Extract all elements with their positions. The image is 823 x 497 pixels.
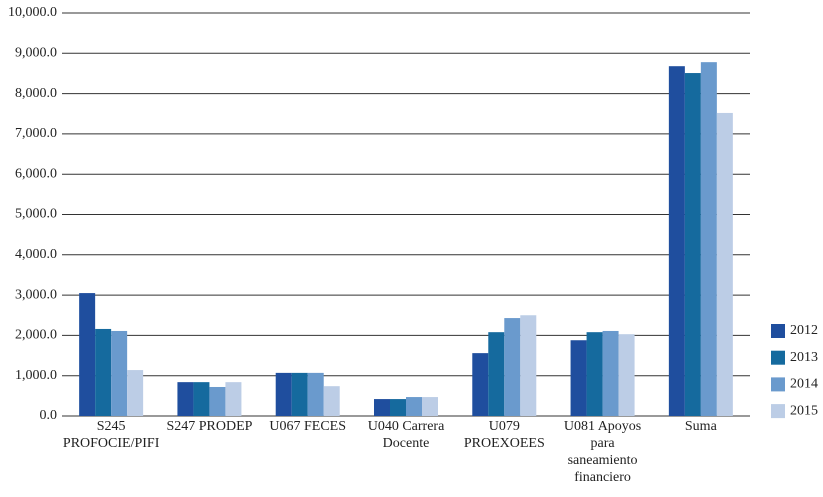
y-tick-label: 2,000.0 (15, 328, 57, 343)
bar (422, 397, 438, 416)
bar (586, 332, 603, 416)
y-tick-label: 10,000.0 (8, 5, 57, 20)
bar (570, 340, 587, 416)
y-tick-label: 5,000.0 (15, 207, 57, 222)
bar (668, 66, 685, 417)
bar (209, 386, 226, 416)
bar (700, 62, 717, 416)
legend-swatch (771, 324, 785, 338)
bar (275, 372, 292, 416)
legend-label: 2014 (790, 377, 818, 392)
bar (127, 370, 144, 416)
bar (111, 330, 128, 416)
y-tick-label: 4,000.0 (15, 247, 57, 262)
x-tick-label: U040 Carrera Docente (367, 419, 445, 451)
bar (193, 382, 210, 416)
bar (716, 112, 733, 416)
bar (374, 399, 390, 416)
legend-swatch (771, 350, 785, 365)
bar (504, 318, 521, 416)
bar (406, 397, 422, 416)
x-tick-label: Suma (684, 419, 717, 434)
bar (95, 328, 112, 416)
bar (472, 353, 489, 416)
bar (618, 334, 635, 416)
bar (390, 399, 406, 416)
x-tick-label: S245 PROFOCIE/PIFI (62, 419, 160, 451)
bar (225, 382, 242, 416)
y-tick-label: 3,000.0 (15, 287, 57, 302)
y-tick-label: 1,000.0 (15, 368, 57, 383)
legend-label: 2012 (790, 323, 818, 338)
bar (307, 372, 324, 416)
x-tick-label: U067 FECES (269, 419, 347, 434)
x-tick-label: S247 PRODEP (166, 419, 253, 434)
legend-swatch (771, 404, 785, 419)
x-tick-label: U081 Apoyos para saneamiento financiero (563, 419, 642, 485)
legend-label: 2013 (790, 350, 818, 365)
bar (79, 293, 96, 416)
bar (291, 372, 308, 416)
bar (323, 386, 340, 416)
x-tick-label: U079 PROEXOEES (463, 419, 545, 451)
bar (520, 315, 537, 416)
y-tick-label: 7,000.0 (15, 126, 57, 141)
bar (177, 382, 194, 416)
y-tick-label: 0.0 (40, 408, 58, 423)
y-tick-label: 6,000.0 (15, 166, 57, 181)
y-tick-label: 9,000.0 (15, 46, 57, 61)
y-tick-label: 8,000.0 (15, 86, 57, 101)
legend-swatch (771, 377, 785, 392)
bar (602, 330, 619, 416)
bar (684, 73, 701, 416)
legend-label: 2015 (790, 403, 818, 418)
bar (488, 332, 505, 416)
